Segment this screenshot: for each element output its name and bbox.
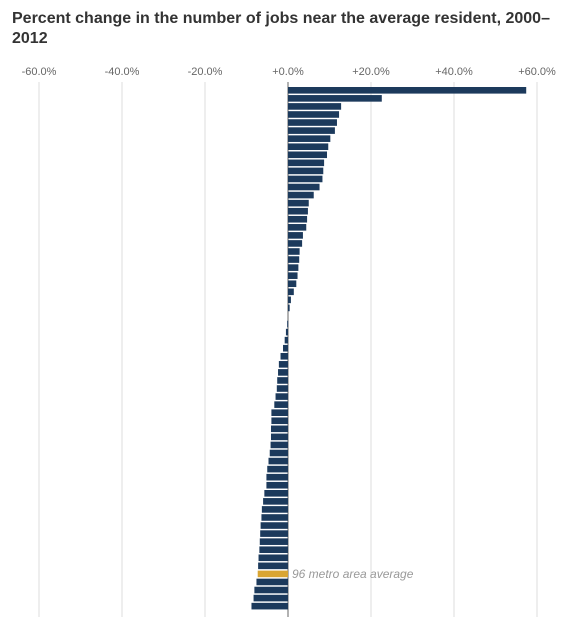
bar	[288, 256, 300, 263]
x-tick-label: +60.0%	[518, 66, 556, 78]
bar	[269, 449, 288, 457]
bar	[288, 151, 328, 159]
bar	[288, 143, 329, 151]
x-tick-label: +0.0%	[272, 66, 304, 78]
bar	[271, 409, 288, 416]
bar	[277, 377, 288, 384]
bar	[253, 594, 289, 602]
x-tick-label: +40.0%	[435, 66, 473, 78]
bar	[274, 401, 289, 408]
bar	[280, 352, 288, 360]
bar	[288, 240, 303, 247]
bar	[271, 417, 288, 425]
bar	[259, 546, 289, 554]
average-bar	[257, 570, 288, 578]
x-tick-label: -40.0%	[105, 66, 140, 78]
bar	[288, 95, 382, 102]
bar	[288, 191, 314, 199]
bar	[254, 586, 288, 594]
bar	[288, 207, 308, 215]
bar	[288, 199, 309, 207]
bar	[288, 111, 340, 118]
bar	[288, 288, 294, 296]
bar	[266, 473, 288, 481]
bar	[288, 183, 320, 191]
bar	[263, 498, 288, 505]
bar	[288, 159, 325, 167]
bar	[275, 393, 288, 400]
bar	[258, 554, 288, 562]
bar	[270, 441, 288, 449]
bar	[284, 336, 288, 344]
bar	[288, 224, 307, 231]
bar	[288, 175, 323, 183]
bar	[288, 119, 337, 126]
bar	[283, 344, 288, 352]
x-axis-ticks: -60.0% -40.0% -20.0% +0.0% +20.0% +40.0% +60.0…	[22, 66, 556, 78]
bars	[251, 87, 527, 610]
bar	[288, 215, 308, 223]
bar	[288, 304, 290, 312]
bar	[261, 514, 288, 521]
chart-title: Percent change in the number of jobs nea…	[12, 10, 550, 47]
gridlines	[38, 82, 538, 617]
bar	[256, 578, 288, 586]
bar	[287, 320, 289, 328]
bar	[276, 385, 289, 392]
bar	[268, 457, 288, 465]
bar	[260, 530, 288, 537]
bar	[288, 264, 299, 271]
bar	[288, 167, 324, 175]
bar	[258, 562, 288, 570]
bar	[261, 506, 288, 513]
average-annotation: 96 metro area average	[292, 567, 414, 581]
x-tick-label: -20.0%	[188, 66, 223, 78]
bar	[288, 87, 527, 94]
bar	[288, 135, 331, 142]
bar	[260, 522, 288, 529]
bar	[278, 369, 288, 376]
bar	[270, 425, 289, 433]
bar	[288, 296, 291, 304]
bar	[288, 280, 297, 288]
bar	[259, 538, 288, 545]
bar	[288, 103, 342, 110]
x-tick-label: -60.0%	[22, 66, 57, 78]
bar	[251, 602, 288, 610]
x-tick-label: +20.0%	[352, 66, 390, 78]
annotations: 96 metro area average	[292, 567, 414, 581]
bar	[267, 465, 288, 473]
bar	[288, 127, 335, 134]
bar	[264, 490, 289, 497]
bar	[266, 481, 288, 489]
bar	[278, 361, 288, 368]
bar	[285, 328, 289, 336]
bar	[288, 272, 298, 279]
bar	[288, 232, 303, 239]
bar	[270, 433, 289, 441]
bar	[288, 248, 300, 255]
